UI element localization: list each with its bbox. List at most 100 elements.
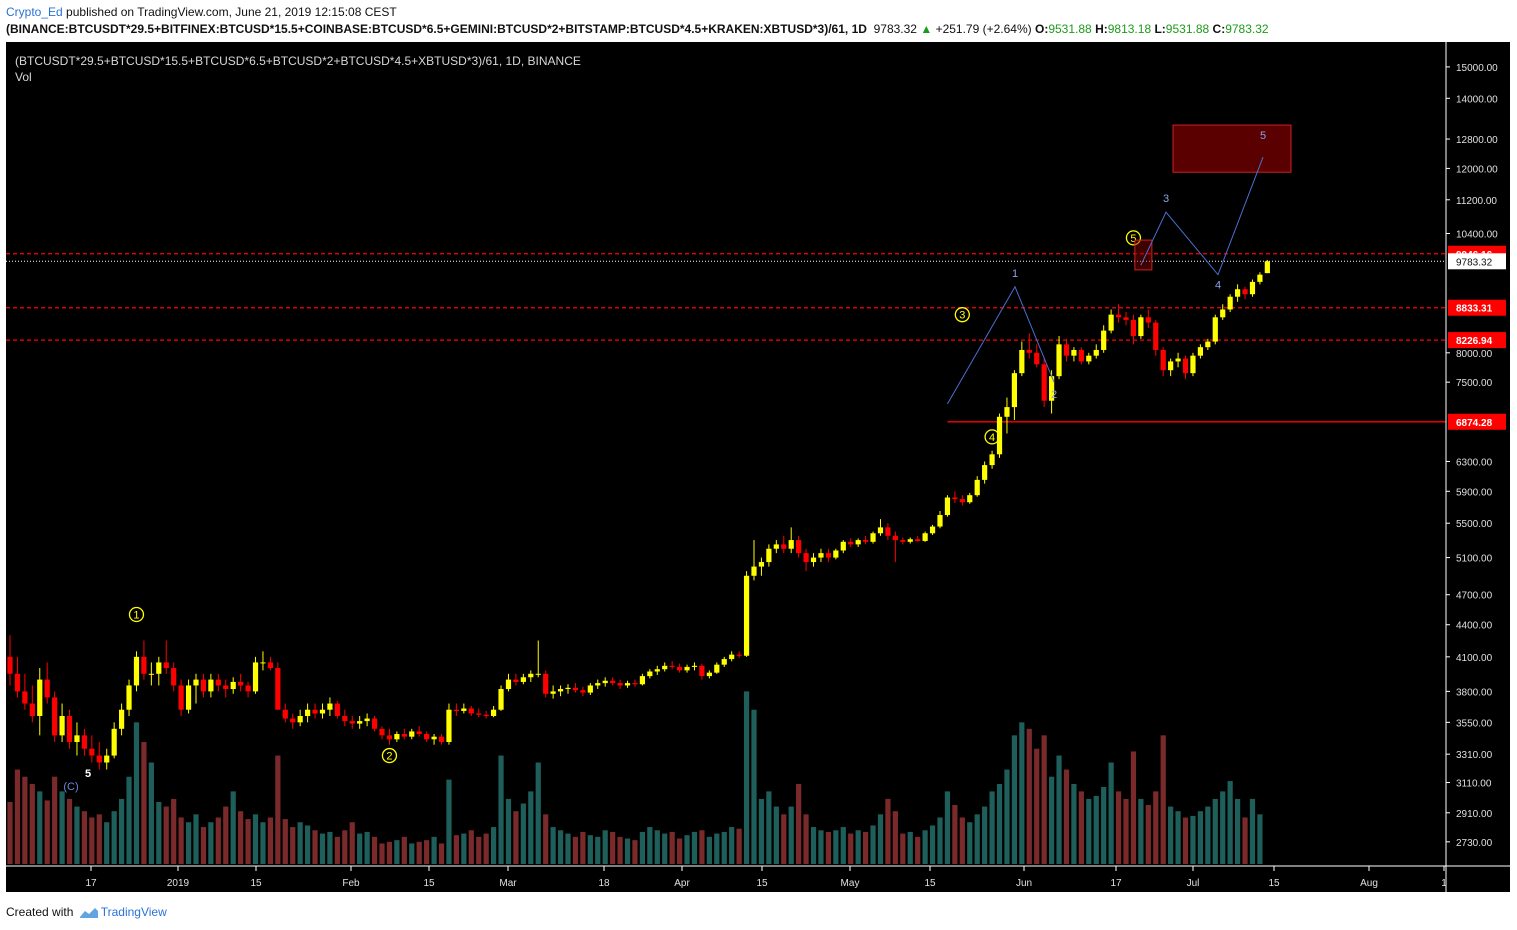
volume-bar: [252, 814, 259, 864]
volume-bar: [156, 801, 162, 864]
candle-body: [892, 535, 898, 541]
candle-body: [401, 734, 407, 737]
up-arrow-icon: ▲: [920, 22, 933, 36]
y-tick-label: 5100.00: [1456, 554, 1493, 565]
volume-bar: [714, 833, 720, 864]
high-value: 9813.18: [1107, 22, 1152, 36]
wave-label-number: 3: [959, 310, 965, 322]
level-price-label: 8226.94: [1456, 336, 1493, 347]
volume-bar: [96, 814, 102, 864]
candle-body: [1235, 289, 1241, 297]
x-tick-label: Aug: [1360, 878, 1378, 889]
volume-bar: [1063, 769, 1070, 864]
volume-bar: [230, 791, 236, 864]
candle-body: [178, 685, 184, 710]
candle-body: [193, 679, 199, 686]
volume-bar: [29, 784, 35, 864]
candle-body: [1086, 355, 1092, 362]
volume-bar: [1093, 795, 1099, 864]
volume-bar: [595, 836, 601, 864]
tradingview-brand-link[interactable]: TradingView: [100, 905, 167, 919]
volume-bar: [1212, 798, 1218, 864]
candle-body: [773, 544, 779, 549]
level-price-label: 8833.31: [1456, 304, 1493, 315]
candle-body: [215, 679, 221, 686]
candle-body: [7, 656, 13, 674]
volume-bar: [669, 831, 675, 864]
low-label: L:: [1154, 22, 1166, 36]
candle-body: [1093, 349, 1099, 356]
level-price-tag: [1448, 413, 1506, 430]
candle-body: [1145, 317, 1151, 323]
wave-label-5: 5: [85, 768, 91, 780]
candle-body: [587, 685, 593, 693]
candle-body: [1138, 317, 1144, 337]
candle-body: [870, 533, 876, 542]
volume-bar: [1205, 806, 1211, 864]
x-tick-label: Mar: [499, 878, 517, 889]
volume-bar: [126, 776, 132, 864]
candle-body: [37, 679, 43, 716]
volume-bar: [513, 811, 519, 864]
volume-bar: [863, 831, 869, 864]
publish-info: Crypto_Ed published on TradingView.com, …: [6, 5, 397, 19]
volume-bar: [119, 798, 125, 864]
volume-bar: [245, 819, 251, 864]
volume-bar: [312, 830, 318, 864]
level-price-label: 6874.28: [1456, 418, 1493, 429]
volume-bar: [1041, 735, 1047, 864]
y-tick-label: 2730.00: [1456, 838, 1493, 849]
candle-body: [714, 664, 720, 673]
candle-body: [1108, 314, 1114, 331]
y-tick-label: 11200.00: [1456, 196, 1497, 207]
candle-body: [550, 691, 556, 694]
volume-bar: [275, 755, 281, 864]
x-tick-label: 15: [250, 878, 262, 889]
candle-body: [974, 479, 980, 496]
candle-body: [825, 553, 831, 558]
volume-bar: [14, 769, 21, 864]
candle-body: [1182, 358, 1189, 374]
candle-body: [877, 527, 884, 534]
volume-bar: [706, 836, 712, 864]
candle-body: [1071, 349, 1077, 356]
volume-bar: [639, 831, 645, 864]
volume-bar: [632, 840, 638, 864]
projection-line-past: [947, 285, 1055, 405]
y-tick-label: 3310.00: [1456, 750, 1493, 761]
volume-bar: [610, 831, 616, 864]
y-tick-label: 3110.00: [1456, 779, 1492, 790]
candle-body: [610, 680, 616, 684]
candle-body: [677, 666, 683, 671]
volume-bar: [1138, 798, 1144, 864]
volume-bar: [200, 827, 207, 864]
volume-bar: [1257, 814, 1263, 864]
volume-bar: [840, 827, 846, 864]
candle-body: [691, 665, 698, 667]
volume-bar: [305, 825, 311, 864]
candle-body: [74, 735, 80, 742]
volume-bar: [1249, 798, 1256, 864]
volume-bar: [773, 806, 779, 864]
volume-bar: [602, 830, 608, 864]
volume-bar: [833, 830, 839, 864]
volume-bar: [691, 831, 698, 864]
volume-bar: [453, 835, 459, 864]
candle-body: [602, 680, 608, 684]
candle-body: [476, 713, 482, 715]
volume-bar: [1086, 798, 1092, 864]
volume-bar: [267, 817, 273, 864]
volume-bar: [1034, 748, 1040, 864]
candle-body: [639, 676, 645, 685]
author-link[interactable]: Crypto_Ed: [6, 5, 63, 19]
candle-body: [1168, 361, 1174, 371]
volume-bar: [1101, 786, 1107, 864]
candle-body: [498, 689, 504, 710]
volume-bar: [550, 827, 556, 864]
candle-body: [267, 662, 273, 669]
candle-body: [818, 553, 824, 558]
volume-bar: [379, 843, 385, 864]
volume-bar: [781, 814, 787, 864]
